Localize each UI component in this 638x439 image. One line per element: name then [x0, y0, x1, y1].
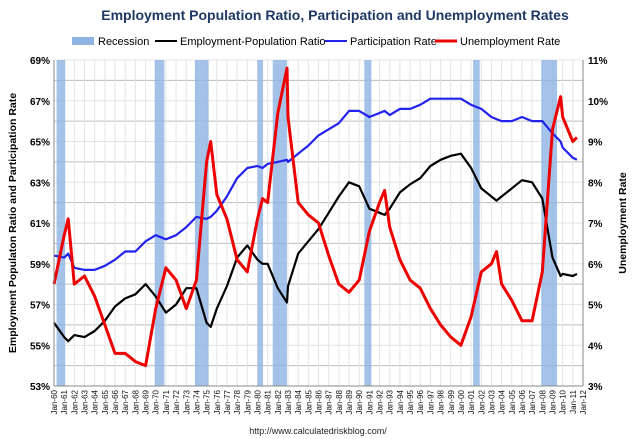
x-tick-label: Jan-71 — [162, 389, 171, 414]
y2-tick-label: 9% — [588, 138, 603, 149]
y-tick-label: 65% — [30, 138, 50, 149]
x-tick-label: Jan-68 — [131, 389, 140, 414]
x-tick-label: Jan-90 — [355, 389, 364, 414]
y2-tick-label: 8% — [588, 178, 603, 189]
recession-bar — [364, 60, 372, 386]
x-tick-label: Jan-61 — [60, 389, 69, 414]
x-tick-label: Jan-05 — [508, 389, 517, 414]
x-tick-label: Jan-85 — [304, 389, 313, 414]
x-tick-label: Jan-69 — [142, 389, 151, 414]
x-tick-label: Jan-09 — [548, 389, 557, 414]
y-tick-label: 69% — [30, 56, 50, 67]
x-tick-label: Jan-67 — [121, 389, 130, 414]
legend-label: Unemployment Rate — [460, 36, 560, 48]
x-tick-label: Jan-81 — [264, 389, 273, 414]
x-tick-label: Jan-02 — [477, 389, 486, 414]
y-tick-label: 55% — [30, 341, 50, 352]
x-tick-label: Jan-86 — [315, 389, 324, 414]
x-tick-label: Jan-78 — [233, 389, 242, 414]
y2-axis-label: Unemployment Rate — [617, 172, 629, 274]
x-tick-label: Jan-83 — [284, 389, 293, 414]
x-tick-label: Jan-77 — [223, 389, 232, 414]
gridlines — [53, 59, 584, 387]
x-tick-label: Jan-96 — [416, 389, 425, 414]
x-tick-label: Jan-91 — [365, 389, 374, 414]
x-tick-label: Jan-98 — [437, 389, 446, 414]
x-tick-label: Jan-11 — [569, 389, 578, 413]
series-lines — [52, 66, 578, 368]
x-tick-label: Jan-95 — [406, 389, 415, 414]
x-tick-label: Jan-64 — [91, 389, 100, 414]
x-tick-label: Jan-72 — [172, 389, 181, 414]
y2-tick-label: 4% — [588, 341, 603, 352]
legend-label: Participation Rate — [350, 36, 437, 48]
y-tick-label: 61% — [30, 219, 50, 230]
y-tick-label: 67% — [30, 97, 50, 108]
y-axis-label: Employment Populaton Ratio and Participa… — [7, 93, 19, 353]
series-line-unemployment-rate — [52, 66, 578, 368]
axes: Jan-60 Jan-61 Jan-62 Jan-63 Jan-64 Jan-65 Jan-… — [30, 56, 608, 414]
x-tick-label: Jan-12 — [579, 389, 588, 414]
x-tick-label: Jan-75 — [203, 389, 212, 414]
x-tick-label: Jan-62 — [70, 389, 79, 414]
y2-tick-label: 3% — [588, 382, 603, 393]
x-tick-label: Jan-10 — [559, 389, 568, 414]
x-tick-label: Jan-92 — [376, 389, 385, 414]
y2-tick-label: 7% — [588, 219, 603, 230]
x-tick-label: Jan-97 — [426, 389, 435, 414]
y-tick-label: 59% — [30, 260, 50, 271]
x-tick-label: Jan-01 — [467, 389, 476, 414]
source-url: http://www.calculatedriskblog.com/ — [249, 426, 387, 436]
y-tick-label: 57% — [30, 301, 50, 312]
x-tick-label: Jan-00 — [457, 389, 466, 414]
x-tick-label: Jan-66 — [111, 389, 120, 414]
y2-tick-label: 11% — [588, 56, 608, 67]
series-line-participation-rate — [53, 97, 578, 271]
x-tick-label: Jan-08 — [538, 389, 547, 414]
legend-label: Employment-Population Ratio — [180, 36, 326, 48]
x-tick-label: Jan-87 — [325, 389, 334, 414]
legend: Recession Employment-Population Ratio Part… — [72, 36, 560, 48]
x-tick-label: Jan-84 — [294, 389, 303, 414]
x-tick-label: Jan-06 — [518, 389, 527, 414]
x-tick-label: Jan-80 — [253, 389, 262, 414]
x-tick-label: Jan-76 — [213, 389, 222, 414]
x-tick-label: Jan-79 — [243, 389, 252, 414]
y2-tick-label: 5% — [588, 301, 603, 312]
y2-tick-label: 10% — [588, 97, 608, 108]
legend-swatch-recession — [72, 37, 94, 45]
x-tick-label: Jan-03 — [487, 389, 496, 414]
x-tick-label: Jan-73 — [182, 389, 191, 414]
recession-bar — [473, 60, 480, 386]
recession-bar — [154, 60, 165, 386]
legend-label: Recession — [98, 36, 149, 48]
y-tick-label: 53% — [30, 382, 50, 393]
x-tick-label: Jan-74 — [192, 389, 201, 414]
chart-title: Employment Population Ratio, Participati… — [101, 7, 569, 23]
recession-bar — [56, 60, 66, 386]
y-tick-label: 63% — [30, 178, 50, 189]
x-tick-label: Jan-04 — [498, 389, 507, 414]
x-tick-label: Jan-88 — [335, 389, 344, 414]
series-line-employment-population-ratio — [53, 152, 578, 343]
x-tick-label: Jan-94 — [396, 389, 405, 414]
recession-bar — [272, 60, 287, 386]
x-tick-label: Jan-63 — [81, 389, 90, 414]
x-tick-label: Jan-65 — [101, 389, 110, 414]
x-tick-label: Jan-60 — [50, 389, 59, 414]
x-tick-label: Jan-82 — [274, 389, 283, 414]
y2-tick-label: 6% — [588, 260, 603, 271]
x-tick-label: Jan-07 — [528, 389, 537, 414]
x-tick-label: Jan-93 — [386, 389, 395, 414]
x-tick-label: Jan-89 — [345, 389, 354, 414]
recession-bar — [541, 60, 558, 386]
x-tick-label: Jan-70 — [152, 389, 161, 414]
recession-bar — [257, 60, 264, 386]
x-tick-label: Jan-99 — [447, 389, 456, 414]
